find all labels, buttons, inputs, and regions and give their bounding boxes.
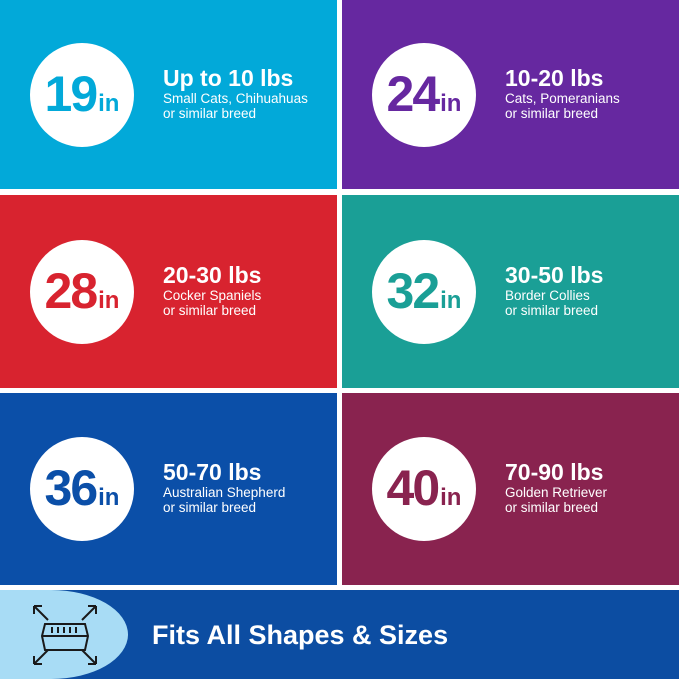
- breed-note: or similar breed: [163, 302, 257, 318]
- size-circle: 36 in: [30, 437, 134, 541]
- size-circle: 28 in: [30, 239, 134, 344]
- size-tile: 32 in 30-50 lbs Border Collies or similar b…: [342, 195, 679, 388]
- size-tile: 36 in 50-70 lbs Australian Shepherd or simi…: [0, 393, 337, 585]
- breed-note: or similar breed: [163, 500, 257, 515]
- size-info: 50-70 lbs Australian Shepherd or similar b…: [163, 459, 285, 515]
- weight-range: 70-90 lbs: [505, 459, 604, 485]
- weight-range: 30-50 lbs: [505, 261, 604, 288]
- size-unit: in: [440, 89, 462, 117]
- weight-range: 10-20 lbs: [505, 64, 604, 91]
- size-number: 32: [386, 262, 441, 319]
- size-circle: 40 in: [372, 437, 476, 541]
- size-circle: 32 in: [372, 239, 476, 344]
- banner-text: Fits All Shapes & Sizes: [152, 620, 449, 650]
- crate-expand-icon: [33, 605, 97, 665]
- size-info: 30-50 lbs Border Collies or similar breed: [505, 262, 603, 318]
- size-tile: 19 in Up to 10 lbs Small Cats, Chihuahuas o…: [0, 0, 337, 189]
- weight-range: 50-70 lbs: [163, 459, 262, 485]
- breed-note: or similar breed: [505, 302, 599, 318]
- size-tile: 24 in 10-20 lbs Cats, Pomeranians or simila…: [342, 0, 679, 189]
- weight-range: Up to 10 lbs: [163, 64, 294, 91]
- size-unit: in: [98, 286, 120, 314]
- size-unit: in: [98, 89, 120, 117]
- size-circle: 24 in: [372, 42, 476, 147]
- size-unit: in: [440, 484, 462, 511]
- size-tile: 40 in 70-90 lbs Golden Retriever or similar…: [342, 393, 679, 585]
- breed-text: Cats, Pomeranians: [505, 90, 620, 106]
- size-circle: 19 in: [30, 42, 134, 147]
- breed-text: Border Collies: [505, 287, 590, 303]
- size-number: 40: [386, 460, 441, 516]
- breed-note: or similar breed: [163, 105, 257, 121]
- weight-range: 20-30 lbs: [163, 261, 262, 288]
- size-info: 70-90 lbs Golden Retriever or similar bree…: [505, 459, 607, 515]
- size-number: 24: [386, 65, 441, 122]
- breed-note: or similar breed: [505, 105, 599, 121]
- size-number: 36: [44, 460, 99, 516]
- size-number: 19: [44, 65, 99, 122]
- breed-text: Cocker Spaniels: [163, 287, 262, 303]
- breed-text: Golden Retriever: [505, 485, 608, 500]
- banner: Fits All Shapes & Sizes: [0, 590, 679, 679]
- breed-text: Small Cats, Chihuahuas: [163, 90, 308, 106]
- size-info: Up to 10 lbs Small Cats, Chihuahuas or sim…: [163, 65, 308, 121]
- icon-bubble: [0, 590, 128, 679]
- size-tile: 28 in 20-30 lbs Cocker Spaniels or similar …: [0, 195, 337, 388]
- size-unit: in: [98, 484, 120, 511]
- size-info: 20-30 lbs Cocker Spaniels or similar breed: [163, 262, 261, 318]
- size-number: 28: [44, 262, 99, 319]
- size-info: 10-20 lbs Cats, Pomeranians or similar bre…: [505, 65, 620, 121]
- breed-text: Australian Shepherd: [163, 485, 286, 500]
- breed-note: or similar breed: [505, 500, 599, 515]
- size-unit: in: [440, 286, 462, 314]
